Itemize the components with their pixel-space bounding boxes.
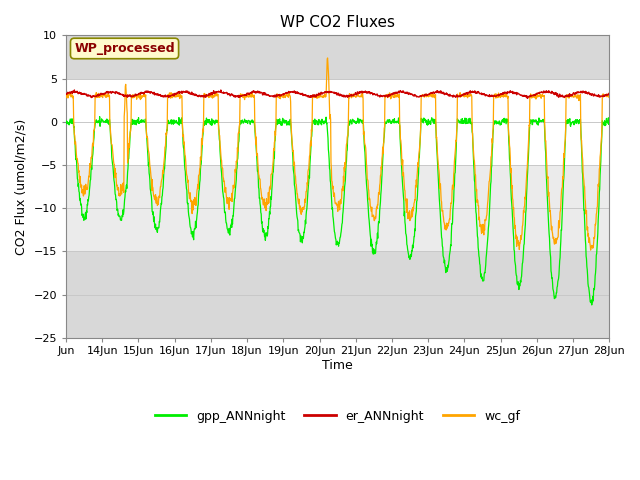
Bar	[66, 36, 609, 79]
Bar	[66, 165, 609, 252]
Y-axis label: CO2 Flux (umol/m2/s): CO2 Flux (umol/m2/s)	[15, 119, 28, 255]
Text: WP_processed: WP_processed	[74, 42, 175, 55]
Bar	[66, 252, 609, 338]
Legend: gpp_ANNnight, er_ANNnight, wc_gf: gpp_ANNnight, er_ANNnight, wc_gf	[150, 405, 525, 428]
X-axis label: Time: Time	[322, 359, 353, 372]
Title: WP CO2 Fluxes: WP CO2 Fluxes	[280, 15, 395, 30]
